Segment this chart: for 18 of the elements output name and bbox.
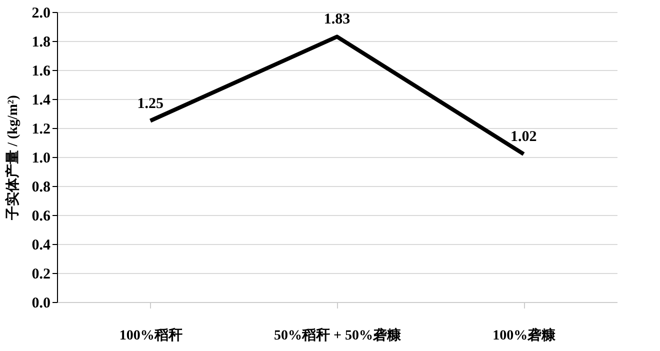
- x-tick-label: 100%稻秆: [119, 328, 182, 344]
- y-tick-label: 0.6: [32, 208, 51, 224]
- y-axis-title: 子实体产量 / (kg/m²): [4, 94, 21, 221]
- y-tick-label: 0.2: [32, 266, 50, 282]
- y-tick-label: 0.8: [32, 180, 50, 196]
- x-tick-label: 100%砻糠: [492, 328, 557, 344]
- y-tick-label: 1.0: [32, 150, 50, 166]
- y-tick-label: 0.4: [32, 238, 51, 254]
- y-tick-label: 0.0: [32, 296, 50, 312]
- y-tick-label: 1.4: [32, 92, 51, 108]
- y-tick-label: 2.0: [32, 6, 50, 22]
- y-tick-label: 1.2: [32, 122, 50, 138]
- x-tick-label: 50%稻秆 + 50%砻糠: [274, 328, 402, 344]
- data-label: 1.02: [510, 129, 537, 146]
- y-tick-label: 1.8: [32, 34, 50, 50]
- data-label: 1.83: [324, 12, 350, 28]
- data-label: 1.25: [137, 96, 164, 112]
- y-tick-label: 1.6: [32, 64, 51, 80]
